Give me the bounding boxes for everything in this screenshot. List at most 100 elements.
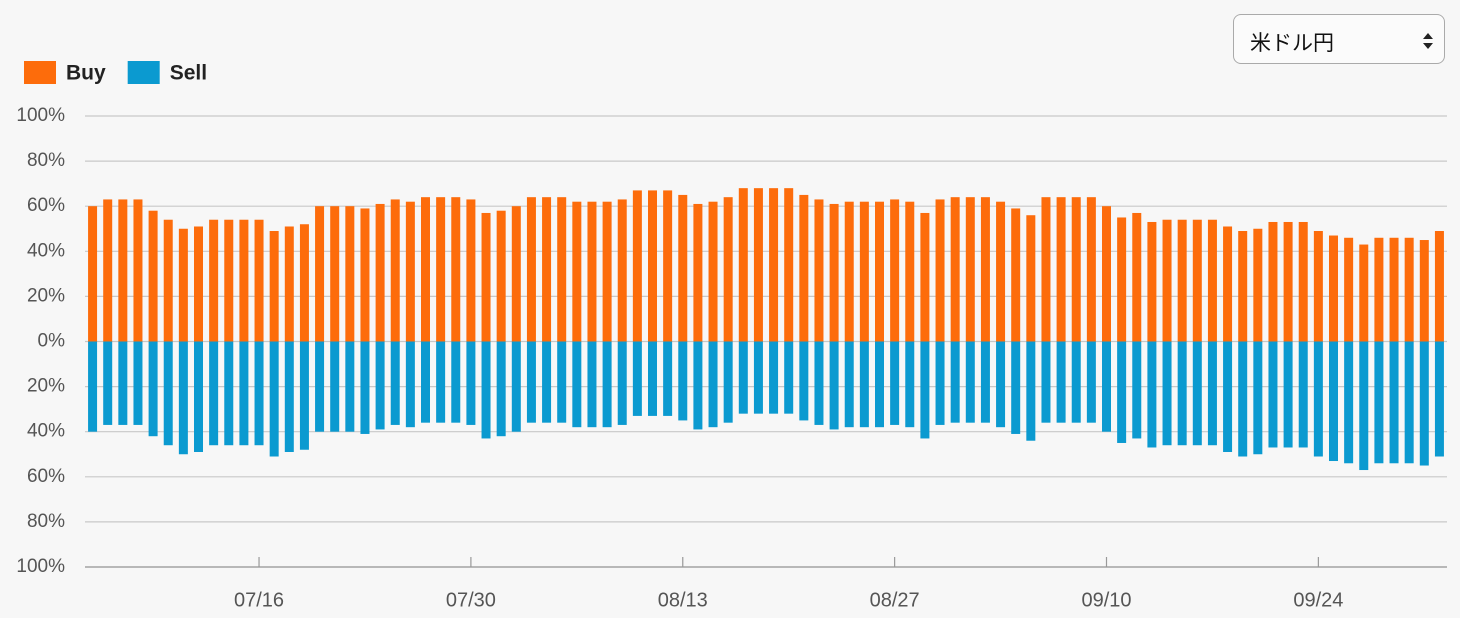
y-tick-label: 40%	[27, 421, 65, 442]
bar	[133, 341, 143, 425]
y-tick-label: 20%	[27, 285, 65, 306]
bar	[587, 201, 597, 342]
bar	[194, 341, 203, 452]
bar	[1313, 231, 1323, 342]
bar	[784, 188, 794, 342]
bar	[1086, 197, 1096, 342]
bar	[1207, 219, 1217, 342]
bar	[1268, 221, 1278, 342]
bar	[1223, 341, 1233, 452]
bar	[1056, 197, 1066, 342]
bar	[496, 341, 506, 437]
bar	[1374, 237, 1384, 342]
bar	[1389, 341, 1399, 464]
bar	[617, 199, 627, 342]
bar	[254, 219, 264, 342]
bar	[88, 341, 98, 432]
bar	[708, 201, 718, 342]
bar	[814, 199, 824, 342]
bar	[1434, 231, 1444, 342]
bar	[542, 197, 552, 342]
bar	[1147, 221, 1157, 342]
bar	[405, 201, 415, 342]
bar	[178, 341, 188, 455]
bar	[345, 206, 355, 342]
bar	[1268, 341, 1278, 448]
bar	[1177, 219, 1187, 342]
y-tick-label: 100%	[16, 105, 65, 126]
bar	[950, 197, 960, 342]
bar	[1056, 341, 1066, 423]
bar	[663, 190, 673, 342]
bar	[693, 203, 703, 342]
bar	[511, 206, 521, 342]
y-tick-label: 80%	[27, 511, 65, 532]
bar	[1419, 240, 1429, 342]
bar	[178, 228, 188, 342]
bar	[632, 341, 642, 416]
bar	[1283, 341, 1293, 448]
bar	[315, 206, 325, 342]
bar	[1102, 206, 1111, 342]
bar	[1177, 341, 1187, 446]
bar	[1117, 341, 1127, 443]
bar	[405, 341, 415, 428]
bar	[602, 201, 612, 342]
bar	[299, 224, 309, 342]
bar	[572, 201, 582, 342]
bar	[769, 188, 779, 342]
y-tick-label: 80%	[27, 150, 65, 171]
bar	[375, 341, 385, 430]
x-tick-label: 08/27	[870, 589, 920, 611]
bar	[678, 341, 688, 421]
bar	[1192, 341, 1202, 446]
bar	[769, 341, 779, 414]
bar	[103, 341, 113, 425]
bar	[844, 341, 854, 428]
x-tick-label: 07/30	[446, 589, 496, 611]
bar	[1389, 237, 1399, 342]
bar	[1207, 341, 1217, 446]
y-tick-label: 40%	[27, 240, 65, 261]
bar	[708, 341, 718, 428]
bar	[1071, 197, 1081, 342]
bar	[905, 341, 915, 428]
bar	[784, 341, 794, 414]
bar	[239, 341, 249, 446]
bar	[1011, 341, 1021, 434]
bar	[315, 341, 325, 432]
bar	[1329, 235, 1338, 342]
bar	[390, 199, 400, 342]
bar	[375, 203, 385, 342]
bar	[148, 341, 158, 437]
bar	[436, 341, 446, 423]
bar	[996, 201, 1006, 342]
y-tick-label: 60%	[27, 195, 65, 216]
bar	[723, 197, 733, 342]
bar	[753, 341, 763, 414]
bar	[1132, 341, 1142, 439]
bar	[496, 210, 506, 342]
bar	[254, 341, 264, 446]
bar	[451, 197, 461, 342]
bar	[920, 341, 930, 439]
currency-select[interactable]: 米ドル円	[1233, 14, 1445, 64]
bar	[844, 201, 854, 342]
bar	[1419, 341, 1429, 466]
x-tick-label: 09/10	[1081, 589, 1131, 611]
currency-select-label: 米ドル円	[1250, 32, 1334, 55]
bar	[1344, 341, 1354, 464]
bar	[118, 341, 128, 425]
bar	[239, 219, 249, 342]
bar	[1313, 341, 1323, 457]
bar	[572, 341, 582, 428]
y-tick-label: 100%	[16, 556, 65, 577]
bar	[1117, 217, 1127, 342]
bar	[103, 199, 113, 342]
bar	[436, 197, 446, 342]
bar	[1162, 219, 1172, 342]
bar	[330, 341, 340, 432]
bar	[1071, 341, 1081, 423]
bar	[1374, 341, 1384, 464]
